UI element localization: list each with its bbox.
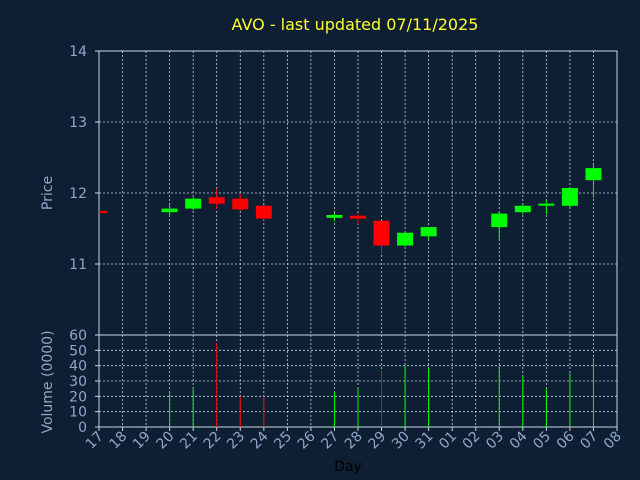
price-y-tick-label: 11 — [69, 257, 87, 273]
volume-y-tick-label: 50 — [69, 343, 87, 359]
chart-title: AVO - last updated 07/11/2025 — [232, 15, 479, 34]
candles — [99, 163, 602, 255]
x-tick-label: 20 — [154, 429, 178, 453]
price-y-tick-label: 12 — [69, 186, 87, 202]
volume-y-tick-label: 0 — [78, 420, 87, 436]
x-tick-label: 25 — [271, 429, 295, 453]
x-axis: 17 18 19 20 21 22 23 24 25 26 27 28 29 30 31 01 02 03 04 05… — [83, 427, 625, 452]
candle-body — [185, 198, 202, 209]
candle-body — [585, 168, 602, 181]
x-tick-label: 04 — [507, 428, 531, 452]
x-tick-label: 05 — [530, 429, 554, 453]
candle-body — [232, 198, 249, 210]
volume-bars — [169, 342, 594, 427]
candle-body — [420, 227, 437, 237]
volume-y-tick-label: 40 — [69, 359, 87, 375]
x-tick-label: 31 — [413, 429, 437, 453]
candle-body — [491, 213, 508, 228]
volume-y-tick-label: 10 — [69, 405, 87, 421]
candle-body — [255, 205, 272, 219]
x-tick-label: 06 — [554, 428, 578, 452]
x-tick-label: 23 — [224, 429, 248, 453]
candle-body — [350, 215, 366, 219]
x-tick-label: 27 — [318, 429, 342, 453]
price-y-tick-label: 14 — [69, 44, 87, 60]
x-tick-label: 24 — [248, 428, 272, 452]
x-tick-label: 30 — [389, 429, 413, 453]
x-tick-label: 21 — [177, 429, 201, 453]
x-tick-label: 18 — [106, 429, 130, 453]
volume-y-tick-label: 30 — [69, 374, 87, 390]
x-tick-label: 29 — [365, 429, 389, 453]
x-tick-label: 08 — [601, 429, 625, 453]
candle-body — [373, 220, 390, 246]
candle-body — [397, 232, 414, 246]
x-tick-label: 28 — [342, 429, 366, 453]
candle-body — [208, 197, 225, 204]
x-tick-label: 03 — [483, 429, 507, 453]
x-tick-label: 02 — [460, 429, 484, 453]
price-y-axis: 11 12 13 14 — [69, 44, 99, 273]
x-tick-label: 26 — [295, 428, 319, 452]
candle-body — [561, 188, 578, 206]
price-axis-label: Price — [40, 176, 56, 210]
x-tick-label: 01 — [436, 429, 460, 453]
x-tick-label: 07 — [577, 429, 601, 453]
candle-body — [326, 215, 343, 218]
candle-body — [514, 205, 531, 213]
volume-axis-label: Volume (0000) — [40, 330, 56, 433]
x-tick-label: 19 — [130, 429, 154, 453]
volume-y-tick-label: 20 — [69, 389, 87, 405]
candle-body — [161, 208, 178, 213]
candle-body — [538, 203, 555, 206]
price-grid — [99, 51, 617, 335]
x-axis-label: Day — [334, 459, 362, 475]
volume-y-tick-label: 60 — [69, 328, 87, 344]
price-y-tick-label: 13 — [69, 115, 87, 131]
x-tick-label: 22 — [201, 429, 225, 453]
